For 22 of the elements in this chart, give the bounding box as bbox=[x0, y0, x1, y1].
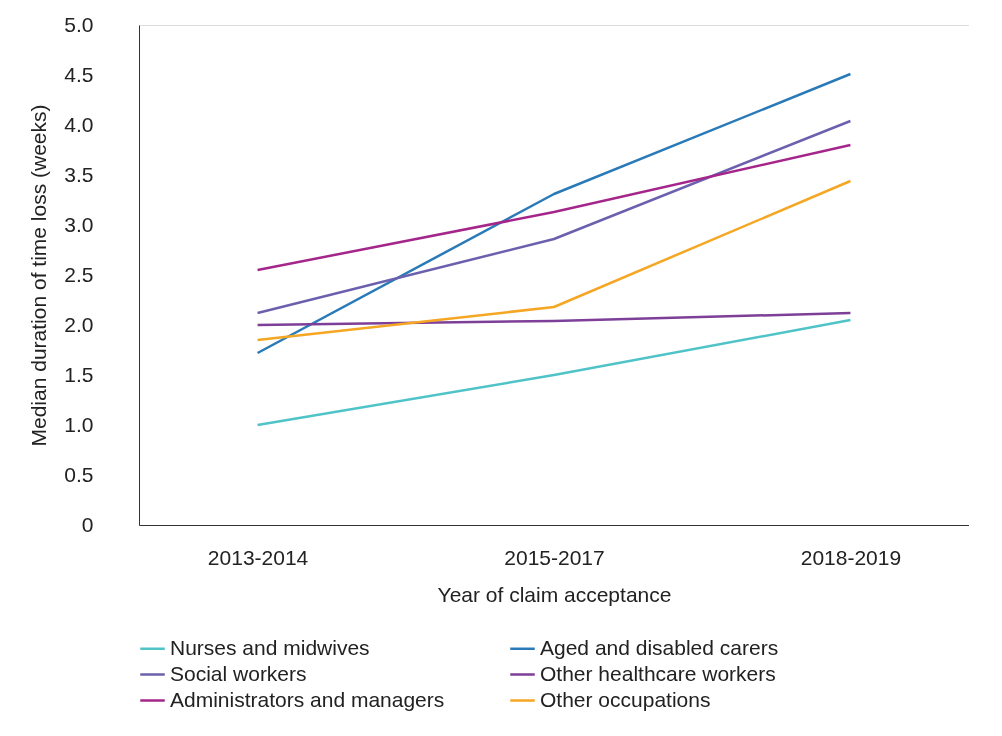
y-tick-label: 5.0 bbox=[64, 12, 94, 36]
y-tick-label: 1.5 bbox=[64, 362, 94, 386]
x-tick-label: 2015-2017 bbox=[504, 545, 605, 569]
legend-label: Other occupations bbox=[540, 687, 711, 711]
y-tick-label: 2.0 bbox=[64, 312, 94, 336]
x-tick-label: 2018-2019 bbox=[800, 545, 902, 569]
legend-label: Aged and disabled carers bbox=[540, 635, 779, 659]
legend-label: Nurses and midwives bbox=[170, 635, 370, 659]
y-axis-title: Median duration of time loss (weeks) bbox=[27, 104, 51, 447]
y-tick-label: 0.5 bbox=[64, 462, 94, 486]
legend-label: Other healthcare workers bbox=[540, 661, 776, 685]
y-tick-label: 1.0 bbox=[64, 412, 94, 436]
legend-label: Social workers bbox=[170, 661, 307, 685]
y-tick-label: 0 bbox=[81, 512, 94, 536]
y-tick-label: 3.5 bbox=[64, 162, 94, 186]
y-tick-label: 2.5 bbox=[64, 262, 94, 286]
x-axis-title: Year of claim acceptance bbox=[437, 582, 672, 606]
y-tick-label: 4.5 bbox=[64, 62, 94, 86]
legend-label: Administrators and managers bbox=[170, 687, 445, 711]
x-tick-label: 2013-2014 bbox=[207, 545, 309, 569]
y-tick-label: 4.0 bbox=[64, 112, 94, 136]
y-tick-label: 3.0 bbox=[64, 212, 94, 236]
